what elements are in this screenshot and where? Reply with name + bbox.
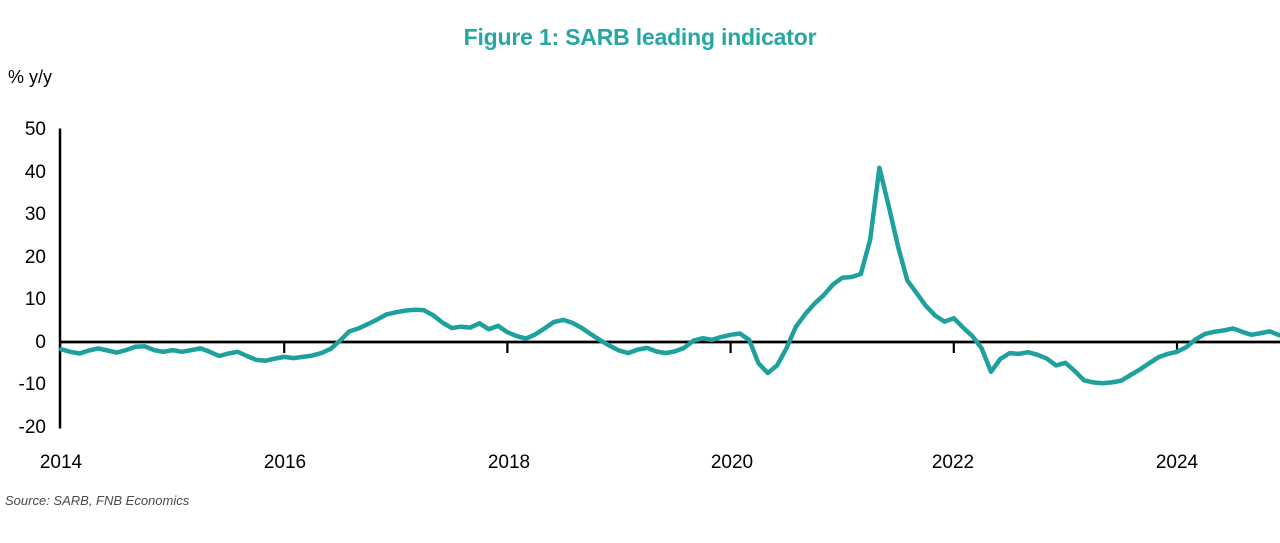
x-tick-label: 2014 bbox=[39, 452, 83, 473]
x-tick-label: 2020 bbox=[710, 452, 754, 473]
figure-title: Figure 1: SARB leading indicator bbox=[463, 24, 817, 50]
y-tick-label: 30 bbox=[24, 204, 46, 225]
x-axis-tick-marks bbox=[283, 342, 1179, 353]
x-tick-label: 2022 bbox=[931, 452, 975, 473]
y-tick-label: 0 bbox=[35, 331, 46, 353]
x-tick-label: 2024 bbox=[1155, 452, 1199, 473]
y-axis-unit-label: % y/y bbox=[8, 67, 53, 87]
y-tick-label: -20 bbox=[18, 416, 46, 438]
y-tick-label: 10 bbox=[24, 289, 46, 310]
x-tick-label: 2018 bbox=[487, 452, 531, 473]
source-note: Source: SARB, FNB Economics bbox=[5, 493, 190, 508]
y-tick-label: 50 bbox=[24, 119, 46, 140]
y-tick-label: 20 bbox=[24, 246, 46, 268]
y-tick-label: 40 bbox=[24, 161, 46, 183]
indicator-line-path bbox=[58, 165, 1280, 386]
y-tick-label: -10 bbox=[18, 374, 46, 395]
x-tick-label: 2016 bbox=[263, 452, 307, 473]
